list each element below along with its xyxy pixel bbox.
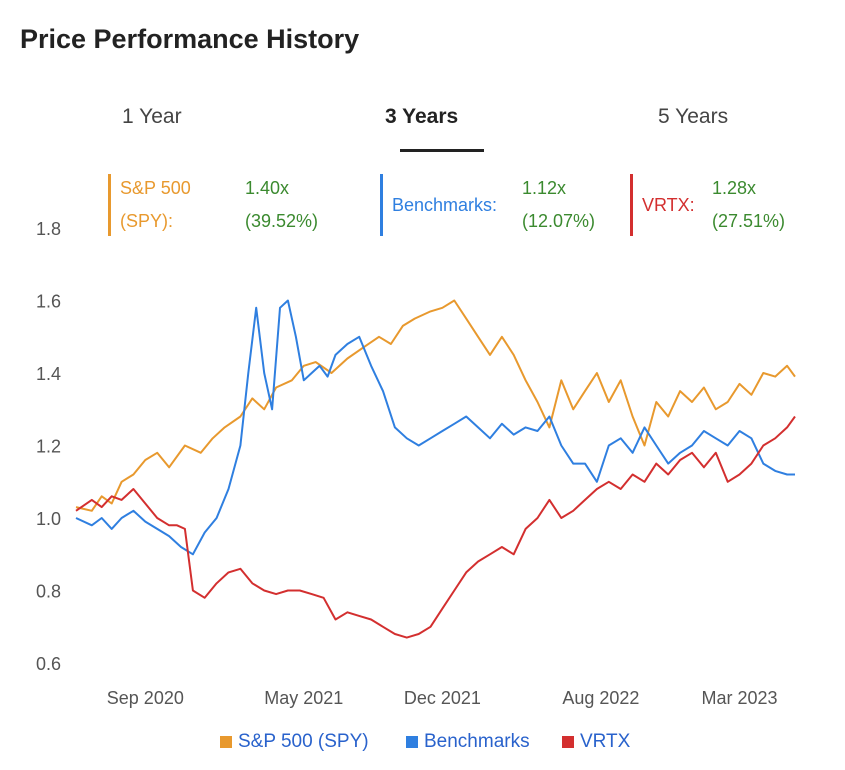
series-line-bench[interactable] (75, 299, 795, 556)
legend-swatch-spy (220, 735, 232, 748)
tab-5-years[interactable]: 5 Years (658, 105, 729, 128)
metric-spy-value: 1.40x (245, 178, 290, 198)
legend-label-vrtx: VRTX (580, 731, 631, 752)
metric-spy-color-bar (108, 174, 111, 236)
metric-vrtx-change: (27.51%) (712, 211, 786, 231)
metric-vrtx: VRTX: 1.28x (27.51%) (630, 172, 830, 238)
page-title: Price Performance History (20, 24, 360, 54)
metric-benchmarks-change: (12.07%) (522, 211, 596, 231)
metric-benchmarks-value: 1.12x (522, 178, 567, 198)
legend-item-spy[interactable]: S&P 500 (SPY) (220, 731, 369, 753)
metric-benchmarks-label: Benchmarks: (392, 195, 498, 215)
x-tick-label: Dec 2021 (404, 688, 481, 708)
legend-item-benchmarks[interactable]: Benchmarks (406, 731, 530, 753)
metric-vrtx-color-bar (630, 174, 633, 236)
metric-benchmarks-color-bar (380, 174, 383, 236)
legend-label-spy: S&P 500 (SPY) (238, 731, 369, 752)
legend-label-benchmarks: Benchmarks (424, 731, 530, 752)
legend-swatch-benchmarks (406, 735, 418, 748)
series-line-spy[interactable] (75, 299, 796, 512)
tab-1-year[interactable]: 1 Year (122, 105, 182, 128)
series-line-vrtx[interactable] (75, 415, 796, 639)
x-tick-label: May 2021 (264, 688, 343, 708)
metric-vrtx-value: 1.28x (712, 178, 757, 198)
metric-spy-change: (39.52%) (245, 211, 319, 231)
x-tick-label: Sep 2020 (107, 688, 184, 708)
metric-vrtx-label: VRTX: (642, 195, 695, 215)
y-tick-label: 1.2 (36, 437, 61, 457)
legend-item-vrtx[interactable]: VRTX (562, 731, 630, 753)
y-tick-label: 1.0 (36, 509, 61, 529)
active-tab-indicator (400, 149, 484, 152)
metric-spy: S&P 500 (SPY): 1.40x (39.52%) (108, 172, 348, 238)
metric-benchmarks: Benchmarks: 1.12x (12.07%) (380, 172, 620, 238)
y-tick-label: 1.8 (36, 219, 61, 239)
x-tick-label: Aug 2022 (562, 688, 639, 708)
tab-3-years[interactable]: 3 Years (385, 105, 459, 128)
metric-spy-label-ticker: (SPY): (120, 211, 174, 231)
y-tick-label: 0.8 (36, 582, 61, 602)
x-tick-label: Mar 2023 (702, 688, 778, 708)
y-tick-label: 1.4 (36, 364, 61, 384)
legend-swatch-vrtx (562, 735, 574, 748)
metric-spy-label: S&P 500 (120, 178, 191, 198)
y-tick-label: 0.6 (36, 654, 61, 674)
y-tick-label: 1.6 (36, 292, 61, 312)
